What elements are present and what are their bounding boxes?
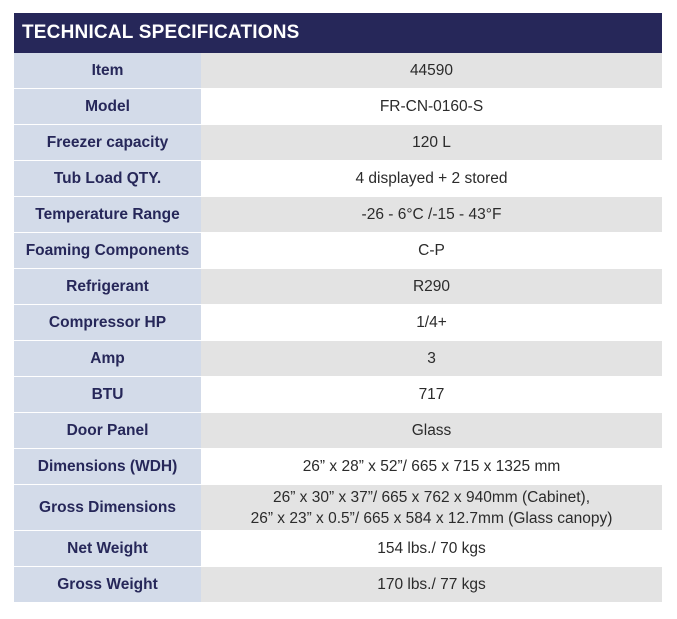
spec-value: 3	[201, 340, 662, 377]
spec-value-line: FR-CN-0160-S	[379, 98, 484, 115]
spec-value-line: 3	[427, 350, 436, 367]
spec-label: Gross Weight	[14, 566, 201, 603]
spec-label: Tub Load QTY.	[14, 160, 201, 197]
spec-value: 154 lbs./ 70 kgs	[201, 530, 662, 567]
spec-label: Refrigerant	[14, 268, 201, 305]
table-row: Item 44590	[14, 53, 662, 89]
spec-label: Gross Dimensions	[14, 484, 201, 531]
spec-label: Temperature Range	[14, 196, 201, 233]
spec-value-line: 26” x 28” x 52”/ 665 x 715 x 1325 mm	[302, 458, 561, 475]
table-row: BTU 717	[14, 376, 662, 413]
spec-value: 4 displayed + 2 stored	[201, 160, 662, 197]
spec-value-line: 120 L	[412, 134, 451, 151]
spec-value-line: 717	[418, 386, 445, 403]
spec-value-line: 170 lbs./ 77 kgs	[377, 576, 486, 593]
spec-value: C-P	[201, 232, 662, 269]
spec-value-line: 26” x 30” x 37”/ 665 x 762 x 940mm (Cabi…	[272, 488, 591, 506]
spec-value-line: 154 lbs./ 70 kgs	[377, 540, 486, 557]
spec-value-line: Glass	[411, 422, 452, 439]
spec-value-line: 1/4+	[416, 314, 447, 331]
spec-value-line: C-P	[418, 242, 445, 259]
spec-label: Model	[14, 88, 201, 125]
spec-value: 1/4+	[201, 304, 662, 341]
spec-value: 44590	[201, 53, 662, 89]
spec-label: Compressor HP	[14, 304, 201, 341]
spec-value-line: 4 displayed + 2 stored	[355, 170, 508, 187]
spec-label: Door Panel	[14, 412, 201, 449]
spec-value-line: -26 - 6°C /-15 - 43°F	[361, 206, 502, 223]
spec-value: R290	[201, 268, 662, 305]
table-row: Freezer capacity 120 L	[14, 124, 662, 161]
spec-value: 717	[201, 376, 662, 413]
spec-value-line: 44590	[409, 62, 454, 79]
table-row: Net Weight 154 lbs./ 70 kgs	[14, 530, 662, 567]
spec-value-line: R290	[412, 278, 451, 295]
spec-label: Foaming Components	[14, 232, 201, 269]
spec-value: 120 L	[201, 124, 662, 161]
spec-label: Freezer capacity	[14, 124, 201, 161]
table-row: Gross Weight 170 lbs./ 77 kgs	[14, 566, 662, 603]
table-row: Door Panel Glass	[14, 412, 662, 449]
spec-label: BTU	[14, 376, 201, 413]
table-row: Refrigerant R290	[14, 268, 662, 305]
table-row: Gross Dimensions 26” x 30” x 37”/ 665 x 7…	[14, 484, 662, 531]
spec-label: Amp	[14, 340, 201, 377]
spec-label: Net Weight	[14, 530, 201, 567]
table-row: Dimensions (WDH) 26” x 28” x 52”/ 665 x 7…	[14, 448, 662, 485]
spec-table-body: Item 44590 Model FR-CN-0160-S Freezer capaci…	[14, 53, 662, 603]
spec-table: Item 44590 Model FR-CN-0160-S Freezer capaci…	[14, 53, 662, 603]
table-row: Compressor HP 1/4+	[14, 304, 662, 341]
table-row: Temperature Range -26 - 6°C /-15 - 43°F	[14, 196, 662, 233]
table-row: Foaming Components C-P	[14, 232, 662, 269]
spec-label: Dimensions (WDH)	[14, 448, 201, 485]
table-title: TECHNICAL SPECIFICATIONS	[14, 13, 662, 53]
spec-value-line: 26” x 23” x 0.5”/ 665 x 584 x 12.7mm (Gl…	[250, 509, 613, 527]
spec-value: FR-CN-0160-S	[201, 88, 662, 125]
spec-value: Glass	[201, 412, 662, 449]
table-row: Tub Load QTY. 4 displayed + 2 stored	[14, 160, 662, 197]
spec-value: 170 lbs./ 77 kgs	[201, 566, 662, 603]
spec-value: 26” x 30” x 37”/ 665 x 762 x 940mm (Cabi…	[201, 484, 662, 531]
spec-value: 26” x 28” x 52”/ 665 x 715 x 1325 mm	[201, 448, 662, 485]
table-row: Amp 3	[14, 340, 662, 377]
spec-value: -26 - 6°C /-15 - 43°F	[201, 196, 662, 233]
table-row: Model FR-CN-0160-S	[14, 88, 662, 125]
spec-label: Item	[14, 53, 201, 89]
technical-specifications-table: TECHNICAL SPECIFICATIONS Item 44590 Model F…	[14, 13, 662, 603]
